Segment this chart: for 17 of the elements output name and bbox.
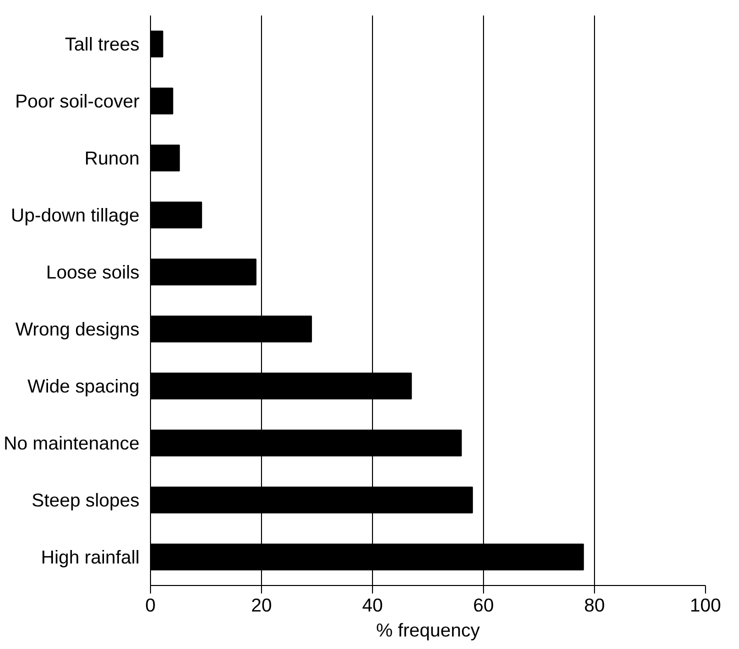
x-tick-label: 20 bbox=[251, 594, 272, 616]
y-tick-label: Up-down tillage bbox=[10, 204, 140, 226]
y-tick-label: Wide spacing bbox=[28, 376, 140, 396]
y-tick-label: Runon bbox=[84, 148, 140, 168]
y-tick-label: Poor soil-cover bbox=[15, 90, 140, 112]
y-tick-label: No maintenance bbox=[4, 432, 140, 454]
y-tick-label: Tall trees bbox=[64, 34, 140, 54]
y-tick-label: Loose soils bbox=[46, 262, 140, 282]
y-tick-label: Steep slopes bbox=[32, 490, 140, 510]
x-tick-label: 60 bbox=[473, 594, 494, 616]
y-tick-label: High rainfall bbox=[40, 546, 140, 568]
x-tick-label: 100 bbox=[690, 594, 722, 616]
x-axis-title: % frequency bbox=[376, 620, 481, 640]
x-tick-label: 0 bbox=[145, 594, 156, 616]
x-tick-label: 80 bbox=[584, 594, 605, 616]
x-tick-label: 40 bbox=[362, 594, 383, 616]
y-tick-label: Wrong designs bbox=[15, 318, 140, 340]
